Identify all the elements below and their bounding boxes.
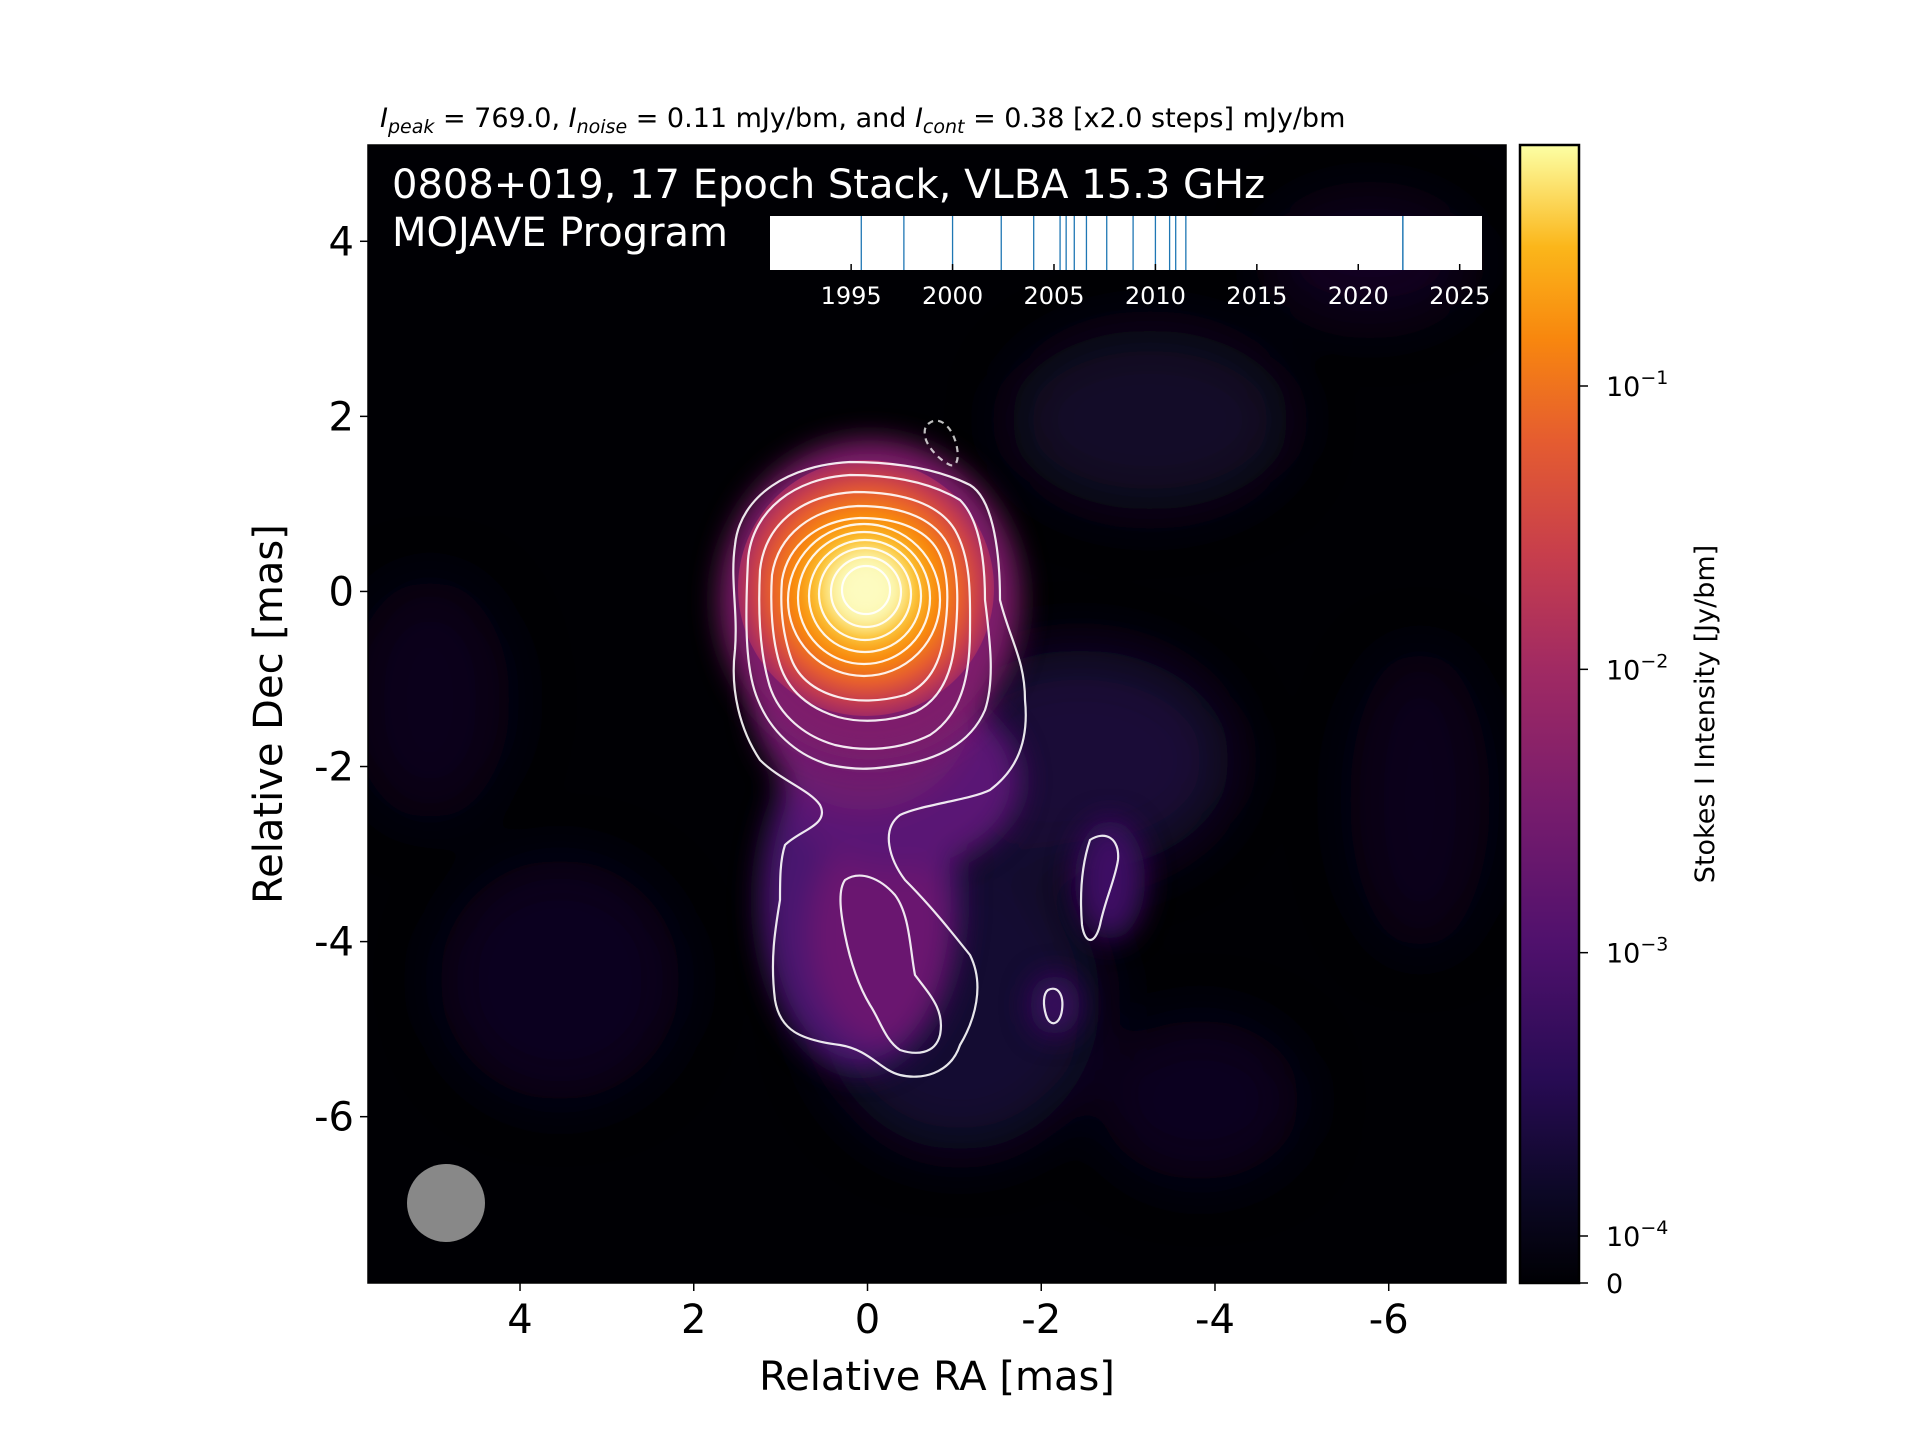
contour-lines xyxy=(732,419,1120,1078)
y-tick-label: -4 xyxy=(314,920,354,966)
timeline-tick-label: 2005 xyxy=(1023,282,1084,310)
colorbar-tick-label: 10−3 xyxy=(1606,934,1668,970)
colorbar-tick-label: 10−2 xyxy=(1606,650,1668,686)
cont-symbol: I xyxy=(915,103,923,134)
colorbar-gradient xyxy=(1520,145,1579,1283)
x-tick-label: 0 xyxy=(855,1297,880,1343)
noise-value: = 0.11 mJy/bm, and xyxy=(627,103,915,134)
contour-jet-inner xyxy=(839,874,943,1054)
x-axis-label: Relative RA [mas] xyxy=(759,1354,1115,1400)
source-title: 0808+019, 17 Epoch Stack, VLBA 15.3 GHz xyxy=(392,162,1265,208)
contour-level-10 xyxy=(829,555,903,629)
contour-level-3 xyxy=(758,490,972,750)
timeline-box xyxy=(770,216,1482,270)
y-axis: 4 2 0 -2 -4 -6 xyxy=(314,219,368,1141)
y-tick-label: 4 xyxy=(329,219,354,265)
x-tick-label: 2 xyxy=(681,1297,706,1343)
contour-knot-south xyxy=(1042,987,1064,1025)
peak-symbol: I xyxy=(380,103,388,134)
cont-subscript: cont xyxy=(923,116,966,138)
timeline-tick-label: 2000 xyxy=(922,282,983,310)
contour-level-2 xyxy=(745,473,992,770)
colorbar-tick-label: 10−4 xyxy=(1606,1217,1668,1253)
y-tick-label: 2 xyxy=(329,394,354,440)
y-tick-label: -6 xyxy=(314,1095,354,1141)
contour-level-11 xyxy=(840,564,892,616)
colorbar: 10−1 10−2 10−3 10−4 0 Stokes I Intensity [Jy… xyxy=(1518,143,1721,1300)
timeline-tick-label: 2015 xyxy=(1226,282,1287,310)
timeline-ticks: 1995 2000 2005 2010 2015 2020 2025 xyxy=(821,264,1490,310)
contour-level-1 xyxy=(732,460,1027,1078)
y-axis-label: Relative Dec [mas] xyxy=(246,524,292,904)
colorbar-frame xyxy=(1518,143,1581,1285)
beam-ellipse xyxy=(407,1164,485,1242)
x-axis: 4 2 0 -2 -4 -6 xyxy=(507,1283,1409,1343)
contour-knot-east xyxy=(1079,834,1120,942)
x-tick-label: -6 xyxy=(1369,1297,1409,1343)
contour-level-6 xyxy=(786,522,942,678)
y-tick-label: 0 xyxy=(329,569,354,615)
colorbar-ticks: 10−1 10−2 10−3 10−4 0 xyxy=(1579,367,1668,1300)
contour-level-5 xyxy=(780,516,949,702)
header-stats: Ipeak = 769.0, Inoise = 0.11 mJy/bm, and… xyxy=(380,103,1345,138)
peak-value: = 769.0, xyxy=(434,103,568,134)
x-tick-label: -4 xyxy=(1195,1297,1235,1343)
contour-level-4 xyxy=(770,504,959,722)
x-tick-label: 4 xyxy=(507,1297,532,1343)
y-tick-label: -2 xyxy=(314,745,354,791)
x-tick-label: -2 xyxy=(1021,1297,1061,1343)
cont-value: = 0.38 [x2.0 steps] mJy/bm xyxy=(964,103,1345,134)
contour-level-7 xyxy=(796,530,932,666)
colorbar-tick-label: 0 xyxy=(1606,1269,1623,1300)
epoch-timeline: 1995 2000 2005 2010 2015 2020 2025 xyxy=(770,216,1490,310)
contour-level-9 xyxy=(817,546,913,642)
contour-negative xyxy=(923,419,959,467)
timeline-tick-label: 1995 xyxy=(821,282,882,310)
colorbar-tick-label: 10−1 xyxy=(1606,367,1668,403)
image-panel: 0808+019, 17 Epoch Stack, VLBA 15.3 GHz … xyxy=(368,145,1506,1283)
contour-level-8 xyxy=(807,538,923,654)
noise-symbol: I xyxy=(569,103,577,134)
program-title: MOJAVE Program xyxy=(392,210,728,256)
plot-frame xyxy=(367,144,1507,1284)
timeline-epochs xyxy=(860,216,1404,270)
noise-subscript: noise xyxy=(577,116,628,138)
timeline-tick-label: 2020 xyxy=(1328,282,1389,310)
timeline-tick-label: 2010 xyxy=(1125,282,1186,310)
peak-subscript: peak xyxy=(387,116,435,138)
colorbar-label: Stokes I Intensity [Jy/bm] xyxy=(1690,545,1721,883)
timeline-tick-label: 2025 xyxy=(1429,282,1490,310)
